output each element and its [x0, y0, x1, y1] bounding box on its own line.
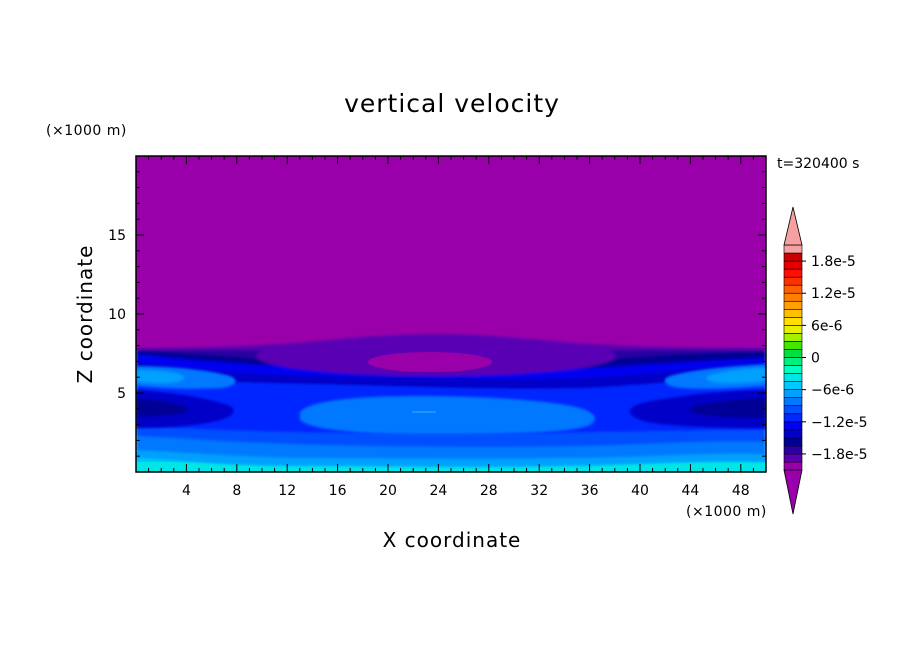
colorbar-swatch — [783, 268, 803, 278]
x-tick-label: 16 — [329, 483, 347, 499]
colorbar-swatch — [783, 405, 803, 415]
colorbar-label: 0 — [811, 351, 820, 367]
colorbar-swatch — [783, 357, 803, 366]
x-tick-label: 32 — [530, 483, 548, 499]
upper-indigo-dome-top — [136, 334, 766, 350]
left-upper-cyan — [136, 370, 185, 383]
x-tick-label: 48 — [732, 483, 750, 499]
y-tick-label: 5 — [117, 386, 126, 402]
chart-title: vertical velocity — [344, 89, 560, 118]
colorbar: 1.8e-5 1.2e-5 6e-6 0 −6e-6 −1.2e-5 −1.8e-5 — [783, 206, 868, 515]
contour-field — [136, 156, 766, 472]
x-tick-label: 24 — [429, 483, 447, 499]
colorbar-swatch — [783, 437, 803, 447]
colorbar-under-extension — [783, 469, 803, 515]
colorbar-swatch — [783, 292, 803, 302]
colorbar-swatch — [783, 429, 803, 439]
x-axis-ticks: 4 8 12 16 20 24 28 32 36 40 44 48 — [148, 156, 754, 499]
colorbar-swatch — [783, 373, 803, 382]
colorbar-swatch — [783, 341, 803, 350]
colorbar-swatch — [783, 244, 803, 254]
colorbar-swatch — [783, 300, 803, 310]
colorbar-label: 1.8e-5 — [811, 254, 856, 270]
x-axis-label: X coordinate — [383, 528, 522, 552]
x-tick-label: 28 — [480, 483, 498, 499]
y-tick-label: 10 — [108, 307, 126, 323]
colorbar-swatch — [783, 308, 803, 318]
background-upper — [136, 156, 766, 350]
colorbar-swatch — [783, 333, 803, 342]
y-axis-ticks: 5 10 15 — [108, 171, 766, 457]
colorbar-swatch — [783, 461, 803, 471]
x-tick-label: 40 — [631, 483, 649, 499]
right-upper-cyan — [706, 368, 766, 383]
y-tick-label: 15 — [108, 228, 126, 244]
time-label: t=320400 s — [777, 156, 859, 172]
colorbar-swatch — [783, 445, 803, 455]
inner-lightblue-patch — [300, 396, 595, 434]
colorbar-swatch — [783, 317, 803, 326]
colorbar-swatch — [783, 252, 803, 262]
x-tick-label: 8 — [232, 483, 241, 499]
y-axis-label: Z coordinate — [73, 245, 97, 384]
colorbar-swatch — [783, 381, 803, 390]
colorbar-label: 1.2e-5 — [811, 286, 856, 302]
core-magenta-eye — [368, 352, 492, 372]
left-navy-lobe — [136, 398, 189, 417]
x-axis-unit: (×1000 m) — [686, 504, 767, 520]
right-navy-lobe — [689, 398, 766, 418]
colorbar-swatch — [783, 349, 803, 358]
colorbar-swatch — [783, 284, 803, 294]
x-tick-label: 36 — [581, 483, 599, 499]
colorbar-swatch — [783, 413, 803, 423]
x-tick-label: 20 — [379, 483, 397, 499]
colorbar-swatch — [783, 453, 803, 463]
colorbar-label: −1.2e-5 — [811, 415, 868, 431]
colorbar-swatch — [783, 397, 803, 407]
x-tick-label: 12 — [278, 483, 296, 499]
colorbar-swatch — [783, 421, 803, 431]
y-axis-unit: (×1000 m) — [46, 123, 127, 139]
colorbar-over-extension — [783, 206, 803, 246]
colorbar-label: −6e-6 — [811, 383, 854, 399]
colorbar-label: 6e-6 — [811, 318, 843, 334]
colorbar-label: −1.8e-5 — [811, 447, 868, 463]
colorbar-swatch — [783, 276, 803, 286]
colorbar-swatch — [783, 260, 803, 270]
x-tick-label: 44 — [681, 483, 699, 499]
colorbar-swatch — [783, 389, 803, 398]
colorbar-swatch — [783, 365, 803, 374]
colorbar-swatch — [783, 325, 803, 334]
x-tick-label: 4 — [182, 483, 191, 499]
